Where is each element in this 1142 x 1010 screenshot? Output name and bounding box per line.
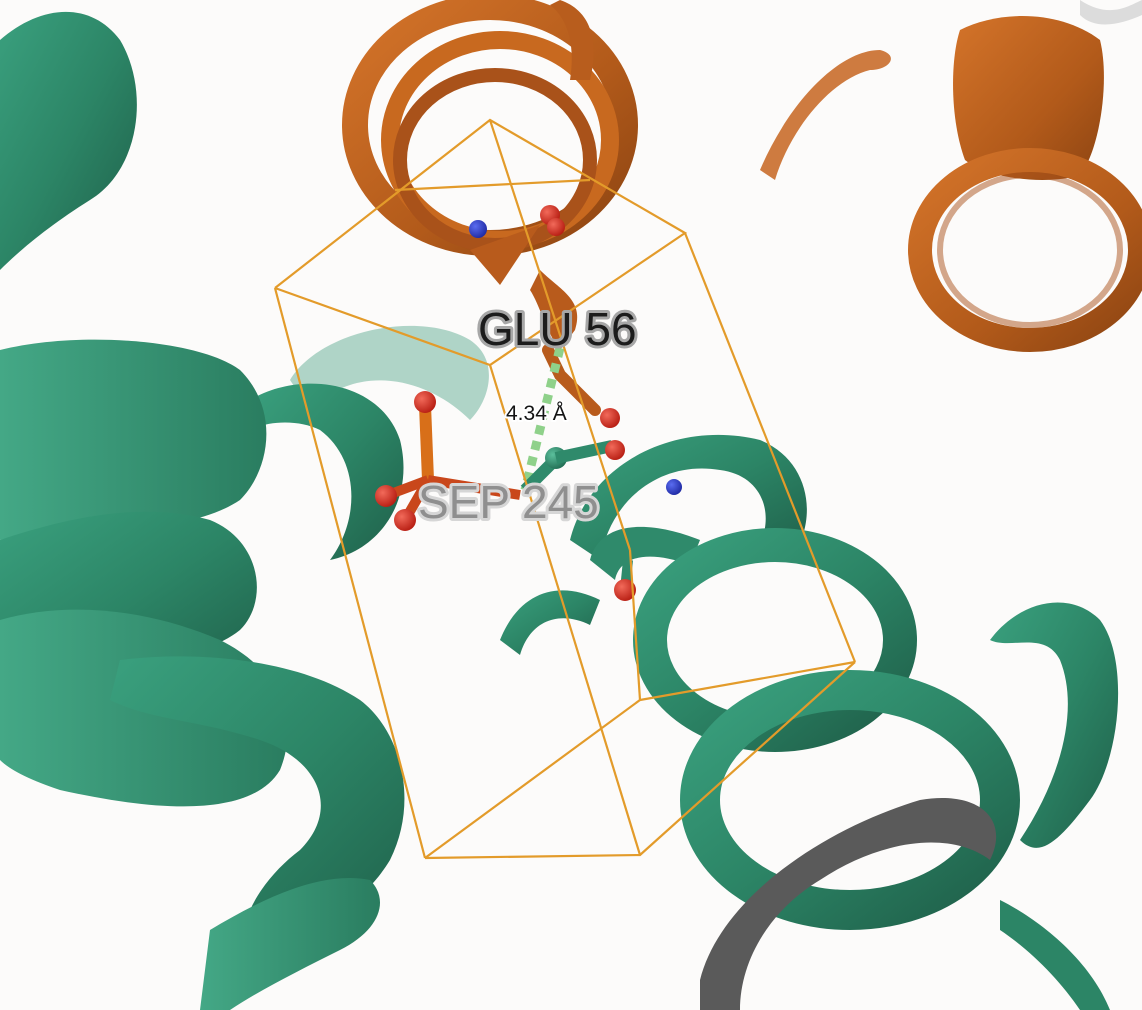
glu-sidechain	[469, 205, 682, 601]
oxygen-atom[interactable]	[600, 408, 620, 428]
sep-sidechain	[375, 391, 614, 531]
distance-label: 4.34 Å	[506, 402, 567, 425]
oxygen-atom[interactable]	[414, 391, 436, 413]
orange-helix-top-right	[760, 0, 1142, 352]
oxygen-atom[interactable]	[605, 440, 625, 460]
selection-box[interactable]	[273, 118, 857, 860]
residue-label-sep: SEP 245	[418, 476, 599, 528]
orange-helix-top	[342, 0, 638, 416]
oxygen-atom[interactable]	[547, 218, 565, 236]
oxygen-atom[interactable]	[614, 579, 636, 601]
teal-chain-back	[0, 11, 489, 560]
teal-helix-right	[500, 434, 1119, 1010]
nitrogen-atom[interactable]	[666, 479, 682, 495]
distance-line	[520, 346, 565, 492]
teal-helix-left	[0, 339, 405, 1010]
oxygen-atom[interactable]	[375, 485, 397, 507]
nitrogen-atom[interactable]	[469, 220, 487, 238]
oxygen-atom[interactable]	[394, 509, 416, 531]
residue-label-glu: GLU 56	[478, 303, 637, 355]
